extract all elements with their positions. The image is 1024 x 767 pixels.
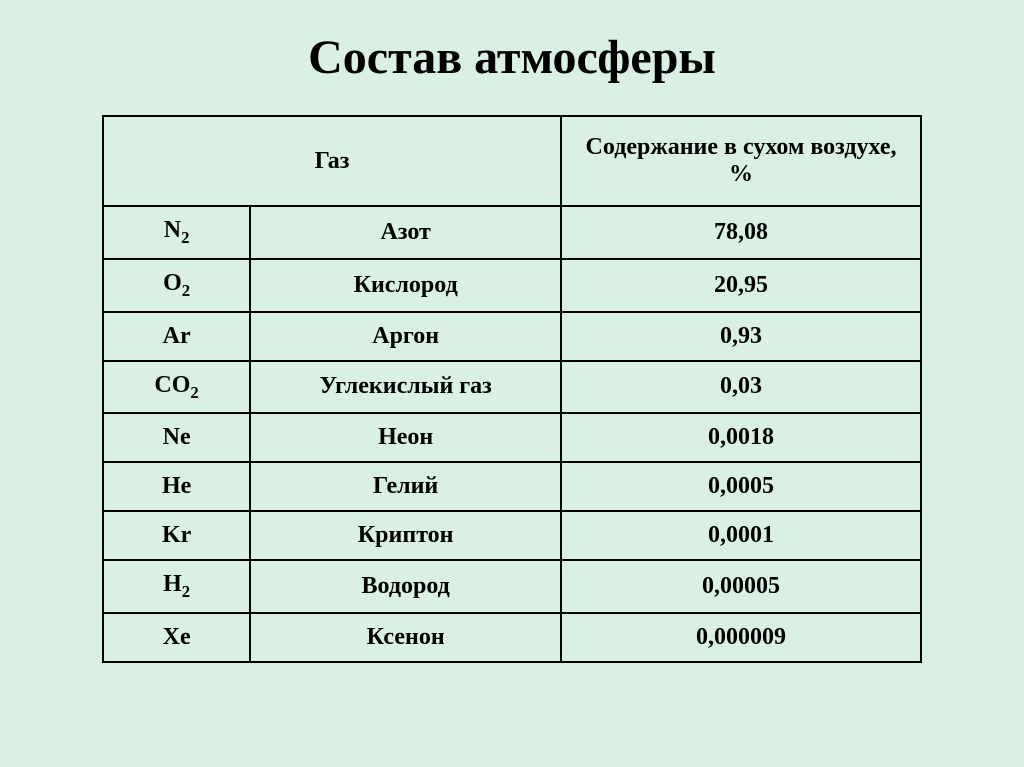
symbol-subscript: 2 xyxy=(190,382,198,401)
cell-percent: 0,0005 xyxy=(561,462,921,511)
cell-symbol: Ar xyxy=(103,312,250,361)
table-body: N2Азот78,08O2Кислород20,95ArАргон0,93CO2… xyxy=(103,206,921,662)
cell-name: Азот xyxy=(250,206,561,259)
cell-symbol: Kr xyxy=(103,511,250,560)
symbol-text: N xyxy=(164,217,181,243)
cell-name: Водород xyxy=(250,560,561,613)
table-row: Kr Криптон0,0001 xyxy=(103,511,921,560)
cell-symbol: H2 xyxy=(103,560,250,613)
cell-percent: 0,03 xyxy=(561,361,921,414)
cell-percent: 0,00005 xyxy=(561,560,921,613)
table-row: Xe Ксенон0,000009 xyxy=(103,613,921,662)
header-percent: Содержание в сухом воздухе, % xyxy=(561,116,921,206)
table-row: H2Водород0,00005 xyxy=(103,560,921,613)
cell-name: Кислород xyxy=(250,259,561,312)
symbol-text: H xyxy=(163,571,182,597)
table-row: Ar Аргон0,93 xyxy=(103,312,921,361)
cell-name: Криптон xyxy=(250,511,561,560)
cell-percent: 20,95 xyxy=(561,259,921,312)
cell-percent: 0,000009 xyxy=(561,613,921,662)
cell-symbol: N2 xyxy=(103,206,250,259)
symbol-text: Ar xyxy=(163,323,191,349)
table-row: N2Азот78,08 xyxy=(103,206,921,259)
symbol-subscript: 2 xyxy=(182,281,190,300)
cell-percent: 0,93 xyxy=(561,312,921,361)
table-row: O2Кислород20,95 xyxy=(103,259,921,312)
symbol-subscript: 2 xyxy=(181,228,189,247)
cell-name: Гелий xyxy=(250,462,561,511)
table-row: CO2Углекислый газ0,03 xyxy=(103,361,921,414)
atmosphere-table-container: Газ Содержание в сухом воздухе, % N2Азот… xyxy=(102,115,922,663)
cell-symbol: CO2 xyxy=(103,361,250,414)
symbol-subscript: 2 xyxy=(182,582,190,601)
cell-name: Ксенон xyxy=(250,613,561,662)
cell-name: Углекислый газ xyxy=(250,361,561,414)
page-title: Состав атмосферы xyxy=(308,30,716,85)
cell-percent: 0,0018 xyxy=(561,413,921,462)
table-row: He Гелий0,0005 xyxy=(103,462,921,511)
header-gas: Газ xyxy=(103,116,561,206)
table-row: Ne Неон0,0018 xyxy=(103,413,921,462)
table-header-row: Газ Содержание в сухом воздухе, % xyxy=(103,116,921,206)
cell-symbol: Ne xyxy=(103,413,250,462)
atmosphere-table: Газ Содержание в сухом воздухе, % N2Азот… xyxy=(102,115,922,663)
symbol-text: Xe xyxy=(163,624,191,650)
symbol-text: O xyxy=(163,270,182,296)
cell-symbol: Xe xyxy=(103,613,250,662)
cell-symbol: He xyxy=(103,462,250,511)
cell-percent: 0,0001 xyxy=(561,511,921,560)
symbol-text: CO xyxy=(154,372,190,398)
cell-name: Неон xyxy=(250,413,561,462)
cell-symbol: O2 xyxy=(103,259,250,312)
symbol-text: Kr xyxy=(162,522,191,548)
symbol-text: He xyxy=(162,473,191,499)
cell-percent: 78,08 xyxy=(561,206,921,259)
cell-name: Аргон xyxy=(250,312,561,361)
symbol-text: Ne xyxy=(163,424,191,450)
